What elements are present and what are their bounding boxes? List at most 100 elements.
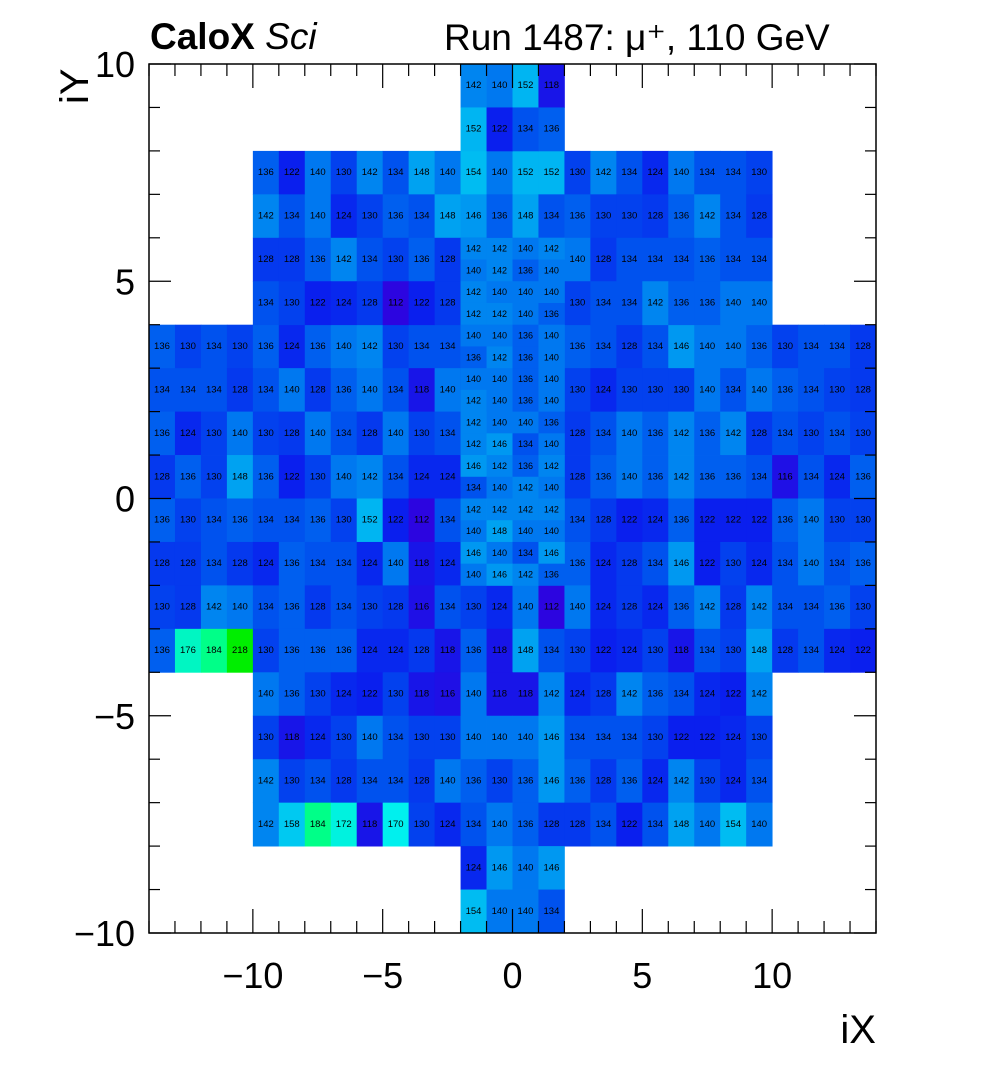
cell-value-label: 128 [621,602,637,613]
heatmap-cell [538,498,565,521]
heatmap-cell [434,585,461,630]
heatmap-cell [668,628,695,673]
cell-value-label: 130 [569,297,585,308]
cell-value-label: 148 [414,167,430,178]
heatmap-cell [278,802,306,847]
y-axis-title: iY [53,68,97,104]
heatmap-cell [746,150,773,195]
heatmap-cell [720,194,747,239]
heatmap-cell [434,715,461,760]
cell-value-label: 130 [466,602,482,613]
cell-value-label: 134 [440,428,456,439]
heatmap-cell [149,541,176,586]
heatmap-cell [330,672,358,717]
heatmap-cell [564,585,591,630]
heatmap-cell [304,368,332,412]
heatmap-cell [642,498,669,543]
cell-value-label: 128 [855,384,871,395]
heatmap-cell [590,150,617,195]
heatmap-cell [642,237,669,282]
cell-value-label: 140 [492,80,508,91]
cell-value-label: 140 [621,471,637,482]
heatmap-cell [590,281,617,326]
cell-value-label: 154 [466,906,482,917]
cell-value-label: 128 [414,775,430,786]
heatmap-cell [694,455,721,499]
heatmap-cell [694,498,721,543]
heatmap-cell [668,237,695,282]
cell-value-label: 128 [595,775,611,786]
cell-value-label: 128 [751,428,767,439]
heatmap-cell [486,368,513,391]
heatmap-cell [668,194,695,239]
heatmap-cell [226,455,254,499]
run-label: Run 1487: μ⁺, 110 GeV [444,17,830,58]
heatmap-cell [408,759,435,804]
heatmap-cell [564,541,591,586]
heatmap-cell [590,411,617,456]
cell-value-label: 136 [258,471,274,482]
heatmap-cell [850,411,877,456]
heatmap-cell [720,628,747,673]
cell-value-label: 118 [414,384,429,395]
heatmap-cell [746,541,773,586]
cell-value-label: 134 [258,384,274,395]
cell-value-label: 136 [829,602,845,613]
heatmap-cell [200,368,228,412]
heatmap-cell [512,433,539,456]
heatmap-cell [486,194,513,239]
cell-value-label: 134 [440,602,456,613]
cell-value-label: 130 [751,732,767,743]
heatmap-cell [408,194,435,239]
cell-value-label: 128 [232,558,248,569]
heatmap-cell [486,302,513,326]
cell-value-label: 140 [544,396,559,406]
cell-value-label: 142 [466,396,481,406]
heatmap-cell [616,368,643,412]
heatmap-cell [486,433,513,456]
cell-value-label: 134 [803,341,819,352]
heatmap-cell [538,628,565,673]
heatmap-cell [460,715,487,760]
heatmap-cell [278,541,306,586]
heatmap-cell [512,259,539,282]
heatmap-cell [330,368,358,412]
cell-value-label: 124 [440,819,456,830]
heatmap-cell [356,150,384,195]
cell-value-label: 140 [388,428,404,439]
cell-value-label: 136 [518,374,533,384]
heatmap-cell [330,541,358,586]
heatmap-cell [252,498,280,543]
heatmap-cell [460,455,487,478]
cell-value-label: 128 [362,428,378,439]
heatmap-cell [590,194,617,239]
heatmap-cell [278,759,306,804]
cell-value-label: 136 [518,265,533,275]
cell-value-label: 140 [492,483,507,493]
cell-value-label: 140 [466,526,481,536]
heatmap-cell [460,194,487,239]
heatmap-cell [408,368,435,412]
cell-value-label: 140 [544,374,559,384]
heatmap-cell [226,324,254,369]
cell-value-label: 142 [544,244,559,254]
heatmap-cell [668,281,695,326]
heatmap-cell [330,237,358,282]
cell-value-label: 140 [673,167,689,178]
cell-value-label: 130 [803,428,819,439]
heatmap-cell [824,411,851,456]
heatmap-cell [538,433,565,456]
cell-value-label: 142 [492,265,507,275]
cell-value-label: 128 [414,645,430,656]
cell-value-label: 140 [466,374,481,384]
cell-value-label: 124 [829,471,845,482]
heatmap-cell [512,107,539,152]
cell-value-label: 128 [595,515,611,526]
heatmap-cell [460,346,487,369]
heatmap-cell [720,324,747,369]
cell-value-label: 136 [647,428,663,439]
cell-value-label: 134 [388,384,404,395]
cell-value-label: 142 [595,167,611,178]
cell-value-label: 134 [414,341,430,352]
